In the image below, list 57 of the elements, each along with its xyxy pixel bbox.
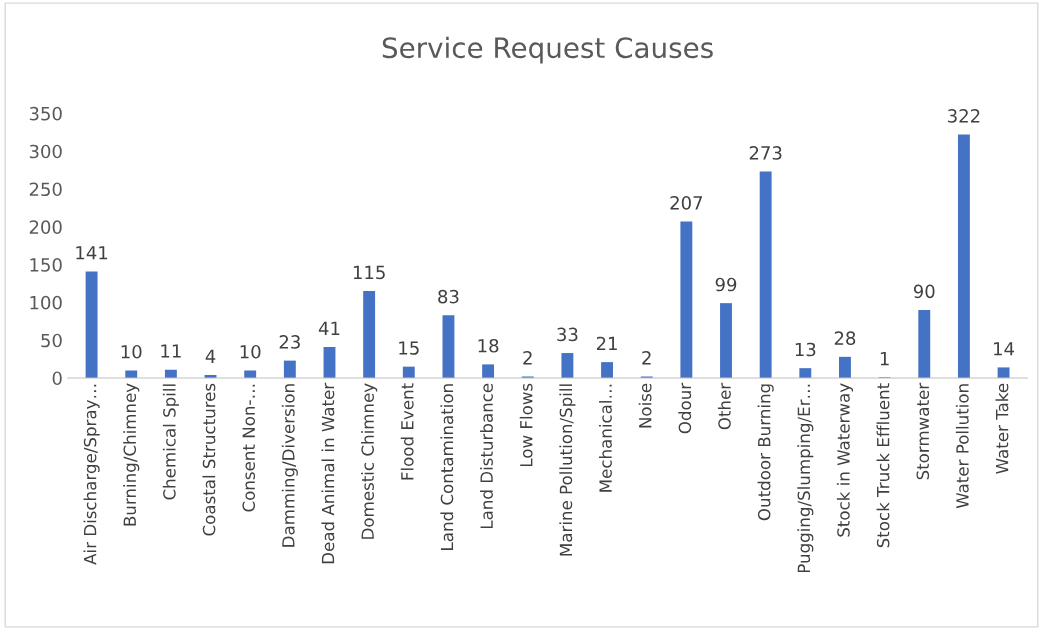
data-label: 21 [596, 336, 617, 351]
data-label: 322 [948, 109, 980, 123]
data-label: 141 [76, 246, 108, 260]
x-tick-label: Flood Event [400, 383, 414, 480]
data-label: 11 [161, 344, 181, 358]
x-tick-label: Outdoor Burning [757, 384, 774, 521]
x-tick-label: Stock Truck Effluent [876, 383, 890, 548]
chart-title: Service Request Causes [382, 36, 713, 64]
data-label: 115 [353, 265, 385, 280]
x-tick-label: Low Flows [519, 383, 533, 467]
y-tick-label: 0 [52, 371, 62, 386]
x-tick-label: Dead Animal in Water [321, 382, 335, 564]
data-label: 41 [318, 321, 340, 335]
data-label: 10 [121, 344, 142, 359]
x-tick-label: Water Pollution [955, 384, 969, 509]
data-label: 23 [279, 335, 300, 349]
x-tick-label: Other [717, 382, 731, 430]
x-tick-label: Stormwater [916, 382, 930, 480]
data-label: 13 [795, 342, 816, 357]
x-tick-label: Damming/Diversion [281, 384, 298, 547]
y-tick-label: 200 [29, 220, 62, 234]
data-label: 28 [834, 331, 856, 345]
x-tick-label: Mechanical… [598, 384, 612, 492]
data-label: 2 [523, 351, 532, 365]
data-label: 99 [715, 277, 737, 292]
y-tick-label: 150 [30, 258, 62, 272]
x-tick-label: Air Discharge/Spray… [83, 384, 100, 565]
x-tick-label: Stock in Waterway [836, 383, 854, 537]
y-tick-label: 50 [41, 333, 62, 348]
data-label: 273 [749, 146, 782, 160]
x-tick-label: Domestic Chimney [361, 383, 378, 539]
data-label: 207 [670, 196, 703, 210]
x-tick-label: Coastal Structures [202, 383, 216, 536]
data-label: 15 [399, 341, 419, 355]
x-tick-label: Odour [678, 382, 692, 434]
x-tick-label: Chemical Spill [162, 384, 179, 500]
x-tick-label: Consent Non-… [242, 384, 256, 512]
x-tick-label: Land Contamination [440, 384, 454, 550]
x-tick-label: Land Disturbance [480, 383, 493, 529]
data-label: 10 [240, 344, 261, 359]
x-tick-label: Pugging/Slumping/Er… [797, 384, 814, 573]
x-tick-label: Burning/Chimney [123, 383, 140, 526]
data-label: 4 [205, 349, 216, 363]
x-tick-label: Marine Pollution/Spill [559, 384, 576, 556]
data-label: 90 [913, 284, 935, 299]
data-label: 1 [880, 351, 889, 366]
y-tick-label: 250 [29, 182, 62, 197]
data-label: 18 [478, 338, 499, 353]
data-label: 33 [557, 327, 578, 342]
data-label: 83 [438, 289, 459, 304]
data-label: 2 [642, 351, 651, 365]
data-label: 14 [994, 342, 1015, 356]
y-tick-label: 100 [30, 295, 62, 310]
x-tick-label: Water Take [995, 383, 1009, 474]
x-tick-label: Noise [638, 383, 652, 428]
y-tick-label: 300 [29, 144, 62, 159]
y-tick-label: 350 [29, 106, 62, 121]
